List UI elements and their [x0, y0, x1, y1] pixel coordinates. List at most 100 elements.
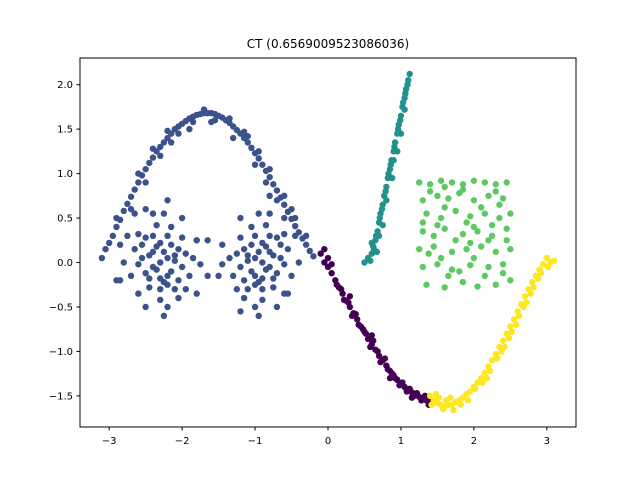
data-point — [430, 243, 437, 250]
data-point — [521, 293, 529, 300]
data-point — [229, 272, 237, 280]
data-point — [434, 192, 441, 200]
data-point — [160, 248, 168, 256]
data-point — [273, 197, 281, 204]
data-point — [470, 197, 478, 204]
plot-frame — [79, 57, 577, 428]
data-point — [149, 154, 157, 161]
data-point — [485, 237, 492, 244]
data-point — [448, 179, 456, 186]
data-point — [368, 332, 375, 339]
data-point — [379, 221, 386, 229]
data-point — [302, 232, 310, 240]
data-point — [383, 197, 390, 204]
data-point — [512, 321, 520, 328]
data-point — [266, 232, 273, 240]
data-point — [98, 254, 106, 262]
data-point — [248, 223, 255, 231]
data-point — [186, 125, 193, 133]
data-point — [419, 219, 427, 226]
data-point — [135, 179, 142, 186]
data-point — [189, 254, 197, 262]
data-point — [171, 252, 179, 259]
data-point — [385, 170, 392, 177]
data-point — [477, 204, 485, 211]
data-point — [164, 127, 171, 135]
data-point — [116, 277, 124, 284]
data-point — [520, 303, 527, 311]
data-point — [375, 232, 383, 240]
data-point — [485, 192, 492, 200]
data-point — [543, 254, 551, 262]
data-point — [193, 290, 200, 297]
data-point — [317, 250, 324, 257]
data-point — [463, 219, 470, 226]
data-point — [328, 261, 335, 268]
data-point — [467, 261, 474, 269]
data-point — [204, 237, 211, 244]
data-point — [291, 232, 299, 240]
data-point — [492, 281, 499, 288]
data-point — [171, 285, 179, 293]
data-point — [157, 285, 164, 293]
data-point — [499, 269, 507, 277]
data-point — [537, 269, 545, 277]
data-point — [281, 201, 288, 208]
x-tick-label: −3 — [102, 436, 117, 447]
data-point — [259, 161, 266, 168]
data-point — [441, 284, 448, 291]
data-point — [219, 241, 226, 248]
data-point — [463, 245, 470, 253]
data-point — [386, 374, 394, 382]
data-point — [193, 237, 200, 244]
data-point — [266, 192, 273, 200]
data-point — [503, 225, 510, 232]
data-point — [503, 179, 510, 186]
data-point — [530, 284, 537, 291]
y-tick-label: 2.0 — [57, 80, 73, 91]
data-point — [367, 257, 374, 264]
y-tick-label: −1.5 — [49, 391, 73, 402]
data-point — [507, 245, 514, 253]
data-point — [434, 221, 441, 229]
data-point — [470, 177, 478, 184]
data-point — [284, 290, 292, 297]
data-point — [273, 269, 281, 277]
data-point — [488, 357, 496, 364]
y-tick-label: 0.5 — [57, 214, 73, 225]
data-point — [167, 241, 175, 248]
data-point — [255, 312, 262, 320]
data-point — [413, 390, 421, 397]
data-point — [113, 214, 120, 222]
data-point — [321, 245, 328, 253]
data-point — [270, 181, 277, 188]
data-point — [474, 379, 481, 386]
data-point — [277, 241, 284, 248]
data-point — [157, 152, 164, 160]
data-point — [105, 239, 113, 247]
data-point — [164, 134, 171, 142]
data-point — [426, 188, 434, 195]
data-point — [175, 130, 182, 137]
data-point — [277, 254, 284, 262]
data-point — [423, 281, 430, 288]
data-point — [281, 230, 288, 238]
data-point — [481, 272, 489, 280]
data-point — [164, 254, 171, 262]
data-point — [116, 241, 124, 248]
data-point — [226, 254, 233, 262]
data-point — [226, 115, 233, 122]
data-point — [120, 259, 127, 266]
data-point — [440, 406, 447, 413]
data-point — [445, 195, 452, 202]
data-point — [310, 253, 317, 260]
data-point — [499, 195, 507, 202]
data-point — [432, 390, 440, 398]
data-point — [488, 232, 496, 240]
data-point — [496, 201, 503, 208]
data-point — [550, 257, 558, 264]
data-point — [370, 337, 377, 344]
data-point — [160, 139, 168, 146]
data-point — [142, 165, 149, 173]
data-point — [251, 161, 259, 168]
